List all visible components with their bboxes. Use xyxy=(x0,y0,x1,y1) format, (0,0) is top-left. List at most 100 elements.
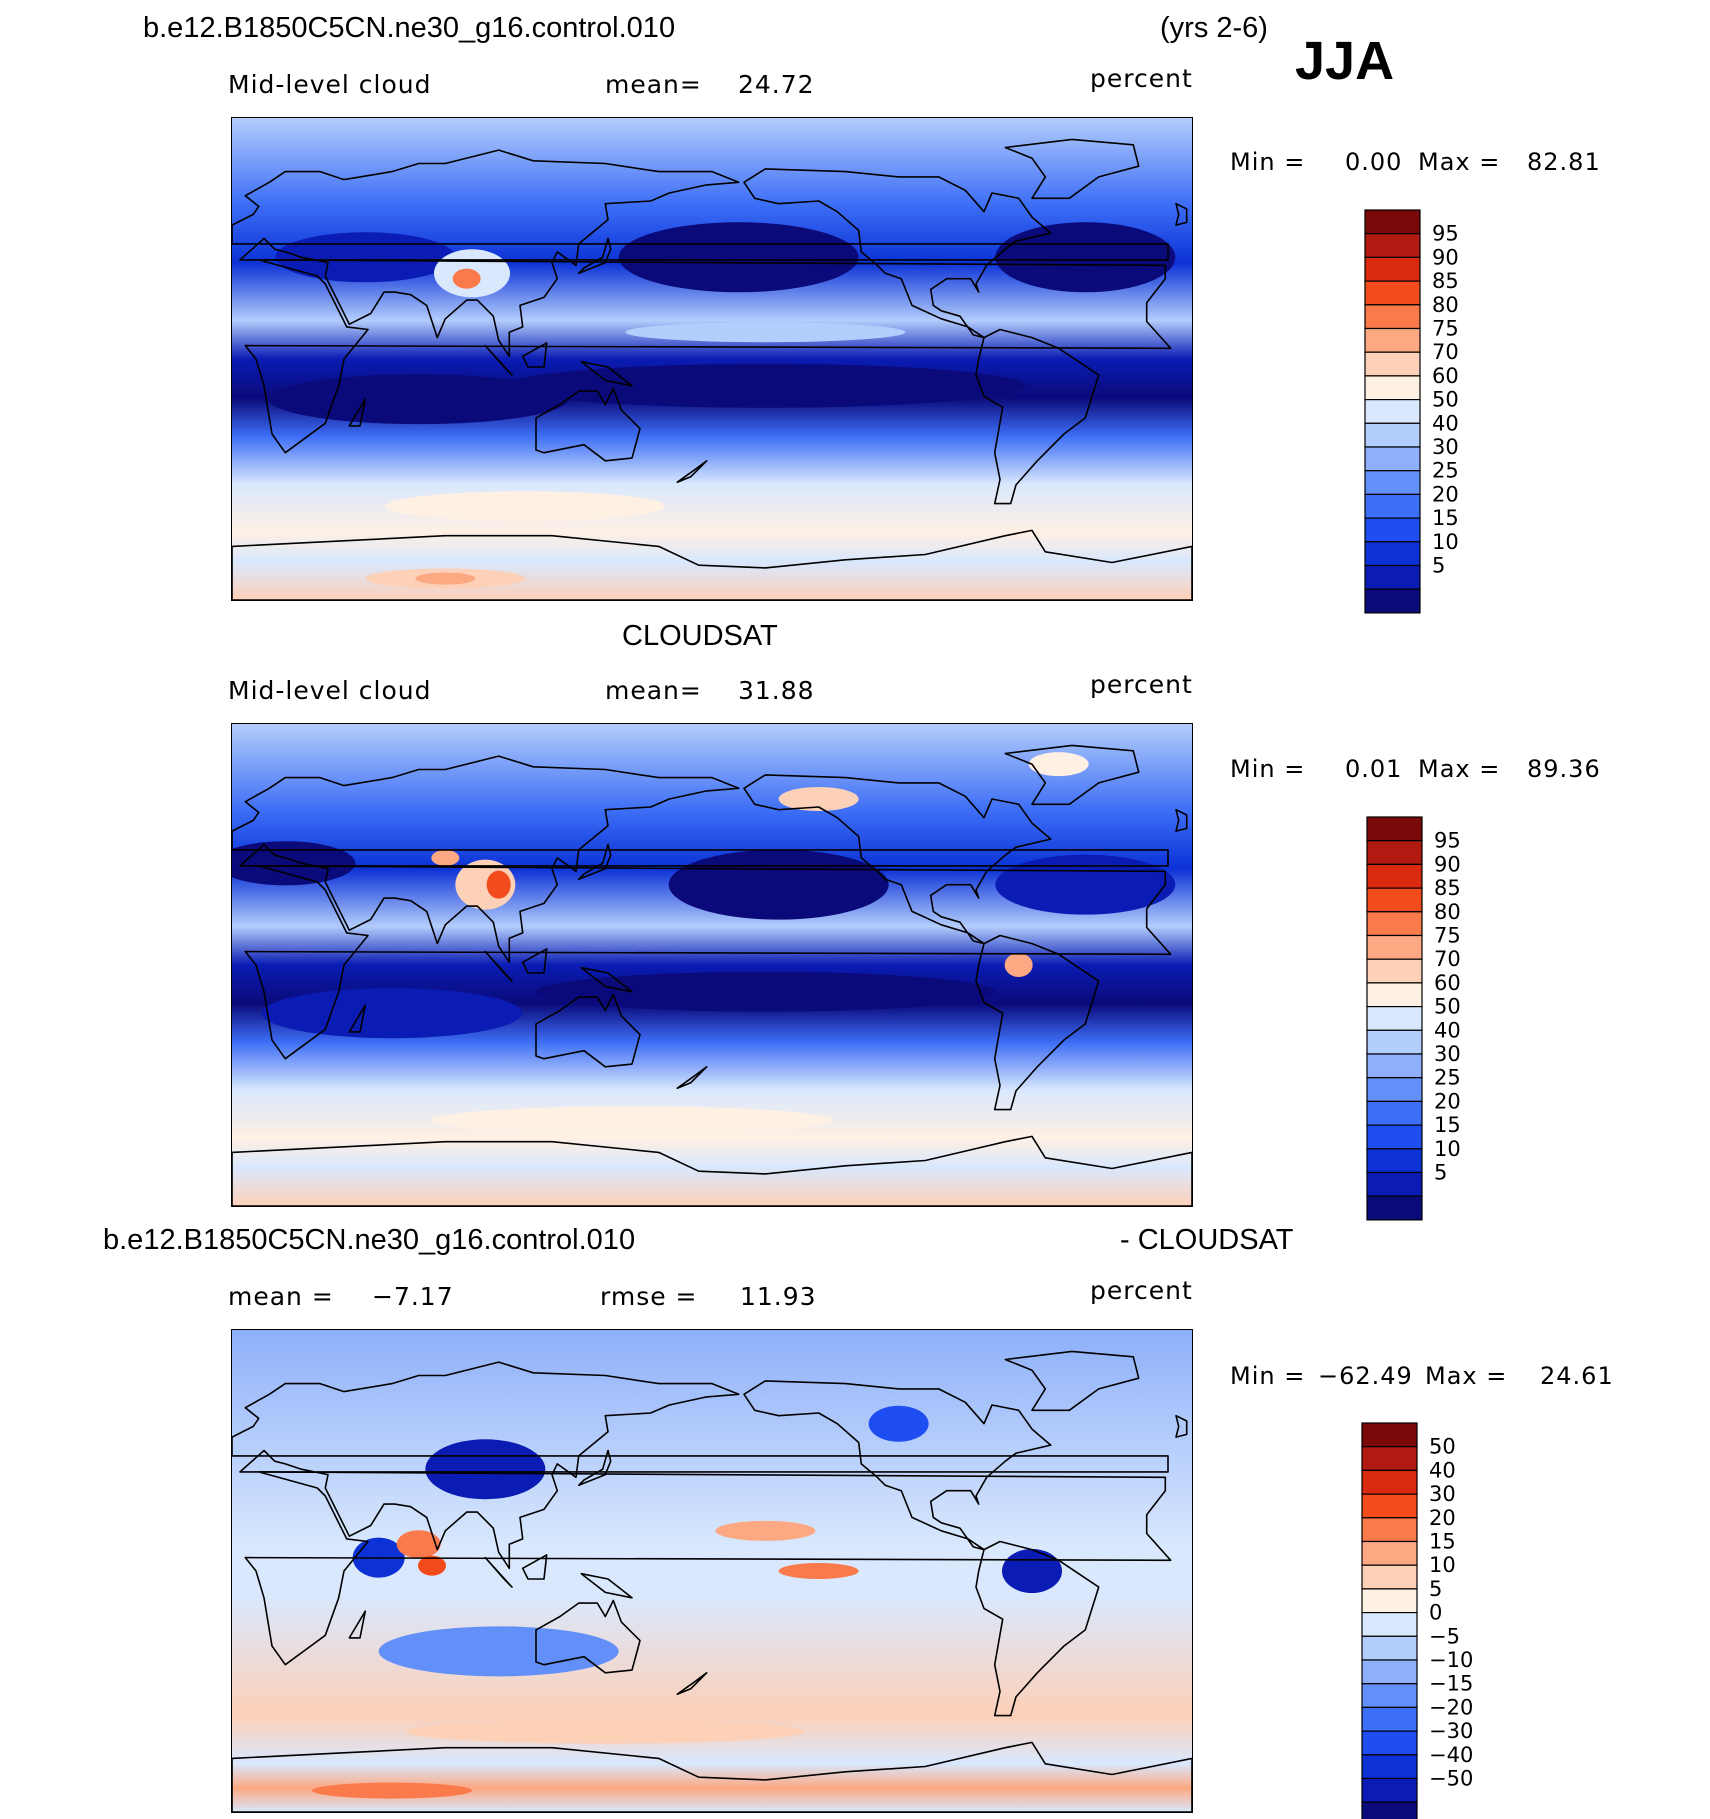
colorbar-box xyxy=(1361,1469,1418,1495)
coastline xyxy=(1004,1350,1140,1412)
panel2-colorbar: 95 90 85 80 75 70 60 50 40 30 25 20 15 10 5 xyxy=(1366,816,1507,1221)
field-contour xyxy=(232,841,356,886)
field-contour xyxy=(385,491,666,522)
coastline xyxy=(521,342,548,368)
colorbar-box xyxy=(1361,1777,1418,1803)
colorbar-tick-label: 90 xyxy=(1434,852,1461,876)
panel3-max-label: Max = xyxy=(1425,1362,1508,1390)
colorbar-tick-label: −50 xyxy=(1429,1767,1473,1791)
panel1-max-label: Max = xyxy=(1418,148,1501,176)
colorbar-tick-label: −40 xyxy=(1429,1743,1473,1767)
field-contour xyxy=(625,322,906,343)
panel2-min-value: 0.01 xyxy=(1345,755,1403,783)
coastline xyxy=(676,459,708,484)
field-contour xyxy=(425,1439,546,1500)
colorbar-tick-label: 25 xyxy=(1434,1066,1461,1090)
field-background xyxy=(232,118,1192,600)
coastline xyxy=(577,843,612,881)
field-contour xyxy=(396,1530,441,1559)
panel1-min-label: Min = xyxy=(1230,148,1306,176)
colorbar-tick-label: 30 xyxy=(1429,1482,1456,1506)
coastline xyxy=(535,1599,641,1674)
colorbar-box xyxy=(1361,1706,1418,1732)
coastline xyxy=(484,950,513,982)
coastline xyxy=(535,387,641,462)
field-contour xyxy=(275,232,456,283)
colorbar-tick-label: 80 xyxy=(1432,293,1459,317)
coastline xyxy=(580,966,633,993)
colorbar-box xyxy=(1364,233,1421,259)
coastline xyxy=(1175,1414,1188,1438)
panel3-units: percent xyxy=(1090,1276,1193,1305)
panel2-units: percent xyxy=(1090,670,1193,699)
colorbar-box xyxy=(1364,517,1421,543)
colorbar-tick-label: 85 xyxy=(1432,269,1459,293)
panel1-map xyxy=(231,117,1193,601)
panel3-min-value: −62.49 xyxy=(1318,1362,1413,1390)
coastline xyxy=(743,1380,1052,1551)
colorbar-tick-label: 85 xyxy=(1434,876,1461,900)
coastline xyxy=(975,934,1100,1111)
coastline xyxy=(232,1361,1169,1570)
colorbar-box xyxy=(1361,1683,1418,1709)
colorbar-box xyxy=(1361,1564,1418,1590)
panel1-mean-value: 24.72 xyxy=(738,70,815,99)
colorbar-box xyxy=(1366,840,1423,866)
colorbar-box xyxy=(1366,1100,1423,1126)
coastline xyxy=(484,344,513,376)
colorbar-box xyxy=(1364,351,1421,377)
colorbar-tick-label: −5 xyxy=(1429,1624,1460,1648)
colorbar-tick-label: 5 xyxy=(1429,1577,1442,1601)
coastline xyxy=(1175,808,1188,832)
colorbar-box xyxy=(1361,1730,1418,1756)
coastline xyxy=(484,1556,513,1588)
colorbar-tick-label: 95 xyxy=(1434,829,1461,853)
colorbar-tick-label: 30 xyxy=(1434,1042,1461,1066)
colorbar-box xyxy=(1366,958,1423,984)
colorbar-box xyxy=(1364,280,1421,306)
coastline xyxy=(232,1741,1192,1812)
field-contour xyxy=(668,849,889,920)
colorbar-box xyxy=(1366,1124,1423,1150)
field-contour xyxy=(778,1563,859,1579)
field-contour xyxy=(312,1782,472,1799)
panel1-mean-label: mean= xyxy=(605,70,702,99)
colorbar-box xyxy=(1364,541,1421,567)
field-contour xyxy=(1002,1549,1062,1593)
panel1-max-value: 82.81 xyxy=(1527,148,1601,176)
panel1-variable: Mid-level cloud xyxy=(228,70,432,99)
panel3-colorbar: 50 40 30 20 15 10 5 0 −5 −10 −15 −20 −30 −40 −50 xyxy=(1361,1422,1512,1819)
colorbar-tick-label: 15 xyxy=(1434,1113,1461,1137)
colorbar-tick-label: 95 xyxy=(1432,222,1459,246)
colorbar-tick-label: −20 xyxy=(1429,1695,1473,1719)
colorbar-box xyxy=(1364,209,1421,235)
colorbar-box xyxy=(1364,470,1421,496)
panel2-title: CLOUDSAT xyxy=(622,620,778,652)
years-label: (yrs 2-6) xyxy=(1160,12,1268,44)
coastline xyxy=(676,1671,708,1696)
panel1-colorbar: 95 90 85 80 75 70 60 50 40 30 25 20 15 10 5 xyxy=(1364,209,1505,614)
colorbar-tick-label: 50 xyxy=(1434,995,1461,1019)
coastline xyxy=(580,1572,633,1599)
colorbar-box xyxy=(1366,887,1423,913)
coastline xyxy=(348,1004,367,1033)
colorbar-tick-label: 50 xyxy=(1429,1435,1456,1459)
colorbar-box xyxy=(1361,1446,1418,1472)
panel3-title-right: - CLOUDSAT xyxy=(1120,1224,1294,1256)
panel2-variable: Mid-level cloud xyxy=(228,676,432,705)
field-contour xyxy=(262,988,522,1039)
panel3-max-value: 24.61 xyxy=(1540,1362,1614,1390)
panel3-title-left: b.e12.B1850C5CN.ne30_g16.control.010 xyxy=(103,1224,636,1256)
colorbar-tick-label: 20 xyxy=(1432,482,1459,506)
coastline xyxy=(232,149,1169,358)
field-contour xyxy=(1004,953,1033,977)
colorbar-tick-label: 40 xyxy=(1434,1018,1461,1042)
field-contour xyxy=(1028,752,1089,777)
coastline xyxy=(975,1540,1100,1717)
colorbar-tick-label: 80 xyxy=(1434,900,1461,924)
coastline xyxy=(232,529,1192,600)
colorbar-box xyxy=(1361,1540,1418,1566)
colorbar-tick-label: 40 xyxy=(1429,1458,1456,1482)
colorbar-tick-label: 20 xyxy=(1434,1089,1461,1113)
coastline xyxy=(577,1449,612,1487)
